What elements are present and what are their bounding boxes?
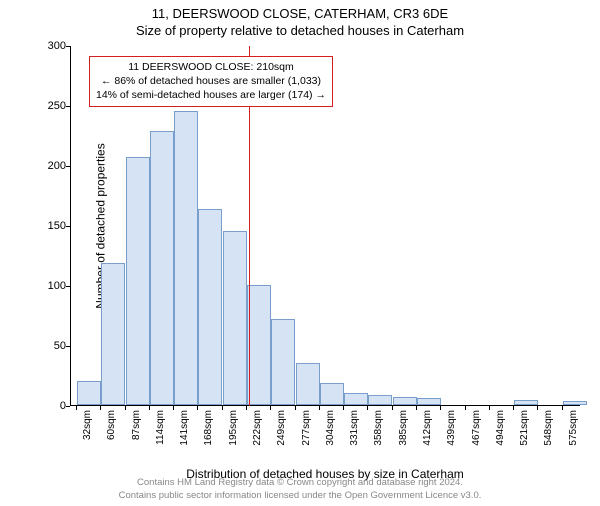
x-tick-label: 114sqm: [155, 410, 166, 450]
x-tick-label: 277sqm: [301, 410, 312, 450]
plot-area: 11 DEERSWOOD CLOSE: 210sqm ← 86% of deta…: [70, 46, 580, 406]
x-tick-mark: [197, 406, 198, 410]
x-tick-label: 521sqm: [519, 410, 530, 450]
histogram-bar: [174, 111, 198, 405]
x-tick-label: 548sqm: [543, 410, 554, 450]
x-tick-mark: [246, 406, 247, 410]
x-tick-label: 385sqm: [398, 410, 409, 450]
x-tick-mark: [76, 406, 77, 410]
y-tick-mark: [66, 286, 70, 287]
footer-line-1: Contains HM Land Registry data © Crown c…: [0, 477, 600, 489]
histogram-bar: [320, 383, 344, 405]
x-tick-label: 439sqm: [446, 410, 457, 450]
y-tick-label: 100: [36, 280, 66, 292]
page-title: 11, DEERSWOOD CLOSE, CATERHAM, CR3 6DE: [0, 6, 600, 21]
histogram-bar: [417, 398, 441, 405]
histogram-bar: [223, 231, 247, 405]
x-tick-label: 304sqm: [325, 410, 336, 450]
y-tick-label: 50: [36, 340, 66, 352]
histogram-bar: [296, 363, 320, 405]
y-tick-mark: [66, 166, 70, 167]
histogram-chart: Number of detached properties 11 DEERSWO…: [70, 46, 580, 406]
histogram-bar: [563, 401, 587, 405]
x-tick-mark: [562, 406, 563, 410]
x-tick-mark: [465, 406, 466, 410]
x-tick-mark: [319, 406, 320, 410]
histogram-bar: [344, 393, 368, 405]
annotation-line-3: 14% of semi-detached houses are larger (…: [96, 88, 326, 102]
y-tick-mark: [66, 226, 70, 227]
x-tick-label: 331sqm: [349, 410, 360, 450]
x-tick-label: 494sqm: [495, 410, 506, 450]
x-tick-mark: [295, 406, 296, 410]
x-tick-mark: [173, 406, 174, 410]
x-tick-label: 575sqm: [568, 410, 579, 450]
x-tick-label: 60sqm: [106, 410, 117, 450]
x-tick-mark: [222, 406, 223, 410]
histogram-bar: [368, 395, 392, 405]
y-tick-mark: [66, 106, 70, 107]
x-tick-label: 222sqm: [252, 410, 263, 450]
x-tick-label: 87sqm: [131, 410, 142, 450]
x-tick-mark: [440, 406, 441, 410]
x-tick-label: 32sqm: [82, 410, 93, 450]
footer-line-2: Contains public sector information licen…: [0, 490, 600, 502]
page-subtitle: Size of property relative to detached ho…: [0, 23, 600, 38]
x-tick-mark: [270, 406, 271, 410]
y-tick-label: 250: [36, 100, 66, 112]
x-tick-label: 412sqm: [422, 410, 433, 450]
y-tick-label: 150: [36, 220, 66, 232]
x-tick-mark: [367, 406, 368, 410]
x-tick-label: 249sqm: [276, 410, 287, 450]
footer-attribution: Contains HM Land Registry data © Crown c…: [0, 477, 600, 502]
y-tick-label: 0: [36, 400, 66, 412]
histogram-bar: [77, 381, 101, 405]
histogram-bar: [247, 285, 271, 405]
y-tick-mark: [66, 406, 70, 407]
y-tick-label: 300: [36, 40, 66, 52]
x-tick-label: 467sqm: [471, 410, 482, 450]
x-tick-mark: [125, 406, 126, 410]
histogram-bar: [101, 263, 125, 405]
x-tick-mark: [537, 406, 538, 410]
histogram-bar: [514, 400, 538, 405]
histogram-bar: [126, 157, 150, 405]
x-tick-mark: [392, 406, 393, 410]
annotation-line-1: 11 DEERSWOOD CLOSE: 210sqm: [96, 60, 326, 74]
y-tick-mark: [66, 46, 70, 47]
histogram-bar: [271, 319, 295, 405]
x-tick-mark: [343, 406, 344, 410]
x-tick-label: 141sqm: [179, 410, 190, 450]
histogram-bar: [198, 209, 222, 405]
annotation-line-2: ← 86% of detached houses are smaller (1,…: [96, 74, 326, 88]
histogram-bar: [150, 131, 174, 405]
x-tick-label: 358sqm: [373, 410, 384, 450]
x-tick-label: 168sqm: [203, 410, 214, 450]
histogram-bar: [393, 397, 417, 405]
x-tick-mark: [416, 406, 417, 410]
x-tick-mark: [513, 406, 514, 410]
y-tick-label: 200: [36, 160, 66, 172]
y-tick-mark: [66, 346, 70, 347]
x-tick-label: 195sqm: [228, 410, 239, 450]
annotation-box: 11 DEERSWOOD CLOSE: 210sqm ← 86% of deta…: [89, 56, 333, 107]
x-tick-mark: [149, 406, 150, 410]
x-tick-mark: [100, 406, 101, 410]
x-tick-mark: [489, 406, 490, 410]
